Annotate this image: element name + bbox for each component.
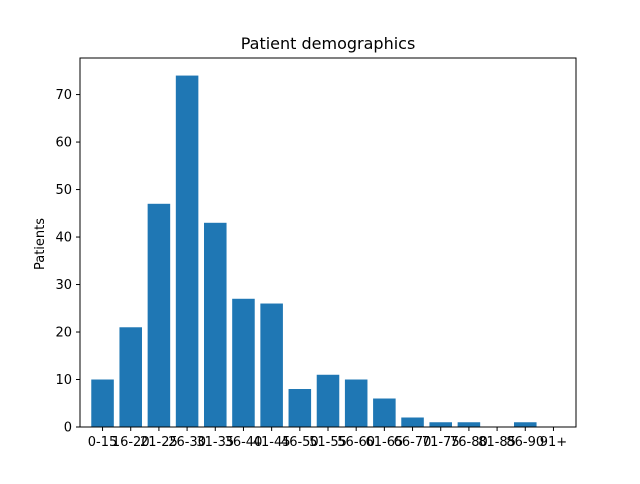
x-tick-label: 91+ <box>540 435 567 450</box>
x-tick-label: 66-70 <box>394 435 432 450</box>
y-tick-label: 70 <box>55 88 72 103</box>
bar-0-15 <box>91 379 114 427</box>
bar-56-60 <box>344 379 368 427</box>
x-tick-label: 46-50 <box>281 435 319 450</box>
bar-71-75 <box>429 422 452 427</box>
plot-frame <box>79 57 577 428</box>
bar-21-25 <box>147 203 171 427</box>
bar-31-35 <box>204 222 227 427</box>
bar-76-80 <box>457 422 481 427</box>
bar-66-70 <box>401 417 424 427</box>
bar-86-90 <box>514 422 537 427</box>
x-tick-label: 86-90 <box>506 435 544 450</box>
y-tick-label: 0 <box>64 421 72 436</box>
x-axis: 0-1516-2021-2526-3031-3536-4041-4546-505… <box>88 427 567 450</box>
x-tick-label: 26-30 <box>168 435 206 450</box>
y-axis: 0 10 20 30 40 50 60 70 <box>55 88 80 436</box>
y-tick-label: 20 <box>55 326 72 341</box>
bar-51-55 <box>316 374 340 427</box>
y-axis-label: Patients <box>33 218 48 270</box>
chart-title: Patient demographics <box>241 34 416 53</box>
y-tick-label: 30 <box>55 278 72 293</box>
bar-26-30 <box>175 75 199 428</box>
y-tick-label: 40 <box>55 231 72 246</box>
x-tick-label: 16-20 <box>112 435 150 450</box>
bar-36-40 <box>232 298 255 427</box>
x-tick-label: 61-65 <box>365 435 403 450</box>
x-tick-label: 41-45 <box>253 435 291 450</box>
x-tick-label: 56-60 <box>337 435 375 450</box>
x-tick-label: 31-35 <box>196 435 234 450</box>
x-tick-label: 76-80 <box>450 435 488 450</box>
x-tick-label: 71-75 <box>422 435 460 450</box>
bar-16-20 <box>119 327 142 427</box>
y-tick-label: 50 <box>55 183 72 198</box>
x-tick-label: 0-15 <box>88 435 118 450</box>
y-tick-label: 60 <box>55 136 72 151</box>
bar-41-45 <box>260 303 283 427</box>
bar-61-65 <box>373 398 396 427</box>
bars-group <box>91 75 537 428</box>
x-tick-label: 36-40 <box>225 435 263 450</box>
x-tick-label: 81-85 <box>478 435 516 450</box>
y-tick-label: 10 <box>55 373 72 388</box>
x-tick-label: 21-25 <box>140 435 178 450</box>
x-tick-label: 51-55 <box>309 435 347 450</box>
bar-46-50 <box>288 389 312 427</box>
